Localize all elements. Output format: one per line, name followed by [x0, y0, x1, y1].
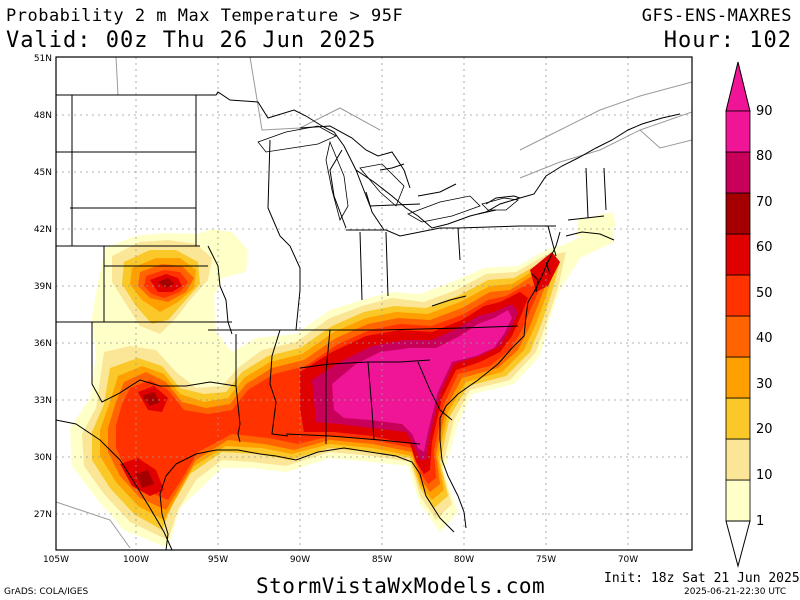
lat-label: 27N — [34, 510, 52, 520]
colorbar-swatch — [725, 233, 751, 276]
lat-label: 39N — [34, 282, 52, 292]
probability-shading — [70, 212, 616, 548]
colorbar-label: 50 — [756, 286, 773, 301]
map-frame — [55, 56, 693, 551]
colorbar-label: 20 — [756, 422, 773, 437]
colorbar-swatch — [725, 110, 751, 153]
lake-outlines — [257, 125, 519, 223]
colorbar: 90 80 70 60 50 40 30 20 10 1 — [725, 61, 773, 568]
valid-time: Valid: 00z Thu 26 Jun 2025 — [6, 28, 377, 53]
lat-label: 42N — [34, 225, 52, 235]
colorbar-swatch — [725, 315, 751, 358]
colorbar-swatch — [725, 397, 751, 440]
lon-label: 80W — [454, 555, 474, 565]
grads-credit: GrADS: COLA/IGES — [4, 587, 89, 597]
prob-layer-90 — [332, 310, 512, 452]
lat-label: 36N — [34, 339, 52, 349]
colorbar-label: 30 — [756, 377, 773, 392]
lon-label: 90W — [290, 555, 310, 565]
colorbar-label: 80 — [756, 149, 773, 164]
lon-label: 70W — [618, 555, 638, 565]
colorbar-label: 60 — [756, 240, 773, 255]
lon-label: 85W — [372, 555, 392, 565]
lat-label: 33N — [34, 396, 52, 406]
colorbar-swatch — [725, 151, 751, 194]
state-boundaries — [56, 91, 681, 550]
colorbar-swatch — [725, 479, 751, 522]
colorbar-label: 70 — [756, 195, 773, 210]
lat-label: 45N — [34, 168, 52, 178]
foreign-boundaries — [56, 57, 692, 549]
colorbar-swatch — [725, 356, 751, 399]
colorbar-upper-arrow — [725, 61, 751, 112]
colorbar-swatch — [725, 274, 751, 317]
website-label: StormVistaWxModels.com — [256, 574, 546, 598]
render-timestamp: 2025-06-21-22:30 UTC — [684, 587, 787, 597]
map-area — [56, 57, 692, 550]
latitude-labels: 51N 48N 45N 42N 39N 36N 33N 30N 27N — [34, 54, 52, 520]
model-name: GFS-ENS-MAXRES — [641, 6, 792, 26]
colorbar-swatch — [725, 192, 751, 235]
colorbar-lower-arrow — [725, 520, 751, 568]
map-title: Probability 2 m Max Temperature > 95F — [6, 6, 404, 26]
colorbar-swatch — [725, 438, 751, 481]
lat-label: 51N — [34, 54, 52, 64]
colorbar-label: 1 — [756, 514, 764, 529]
colorbar-label: 10 — [756, 468, 773, 483]
longitude-labels: 105W 100W 95W 90W 85W 80W 75W 70W — [43, 555, 638, 565]
colorbar-label: 40 — [756, 331, 773, 346]
init-time: Init: 18z Sat 21 Jun 2025 — [604, 571, 800, 586]
colorbar-label: 90 — [756, 104, 773, 119]
forecast-hour: Hour: 102 — [663, 28, 792, 53]
lat-lon-gridlines — [56, 57, 692, 550]
lon-label: 95W — [208, 555, 228, 565]
lon-label: 105W — [43, 555, 69, 565]
lat-label: 48N — [34, 111, 52, 121]
lon-label: 100W — [123, 555, 149, 565]
lon-label: 75W — [536, 555, 556, 565]
lat-label: 30N — [34, 453, 52, 463]
